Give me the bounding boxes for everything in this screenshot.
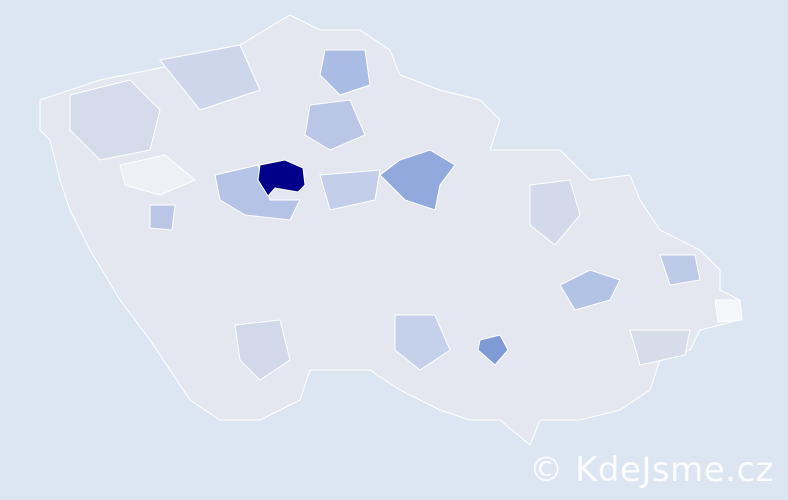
district[interactable]: [714, 299, 743, 323]
districts: [69, 44, 743, 381]
district-brno[interactable]: [477, 334, 509, 366]
country-outline: [39, 14, 741, 446]
district[interactable]: [159, 44, 261, 111]
district[interactable]: [69, 79, 161, 161]
district[interactable]: [529, 179, 581, 246]
district[interactable]: [659, 254, 701, 286]
district[interactable]: [304, 99, 366, 151]
district[interactable]: [149, 204, 176, 231]
district[interactable]: [319, 49, 371, 96]
district-prague[interactable]: [257, 159, 306, 197]
district[interactable]: [119, 154, 196, 196]
district[interactable]: [629, 329, 691, 366]
district[interactable]: [394, 314, 451, 371]
district[interactable]: [234, 319, 291, 381]
district-hradec[interactable]: [379, 149, 456, 211]
watermark: © KdeJsme.cz: [529, 450, 774, 490]
district-olomouc[interactable]: [559, 269, 621, 311]
district[interactable]: [319, 169, 381, 211]
